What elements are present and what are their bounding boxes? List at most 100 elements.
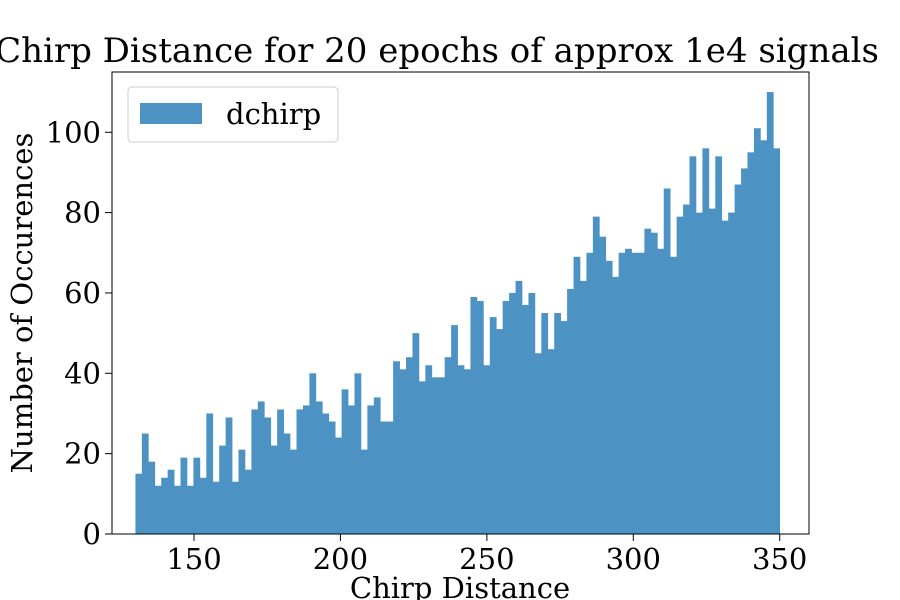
histogram-bar (277, 409, 284, 534)
x-tick-label: 350 (752, 542, 807, 576)
histogram-bar (322, 413, 330, 534)
histogram-bar (753, 128, 761, 535)
legend: dchirp (127, 86, 339, 143)
chart-title: Chirp Distance for 20 epochs of approx 1… (0, 31, 879, 71)
histogram-bar (579, 280, 587, 534)
histogram-bar (251, 409, 259, 534)
histogram-bar (264, 417, 272, 534)
histogram-bar (683, 204, 690, 534)
histogram-bar (257, 401, 265, 534)
histogram-bar (573, 256, 581, 534)
histogram-bar (418, 381, 426, 534)
histogram-bar (567, 288, 574, 534)
legend-label-dchirp: dchirp (226, 97, 321, 131)
histogram-bar (174, 485, 181, 534)
histogram-bar (728, 212, 735, 535)
histogram-bar (741, 168, 748, 535)
histogram-bar (592, 216, 600, 534)
histogram-bar (154, 485, 162, 534)
histogram-bar (586, 252, 594, 534)
histogram-bar (348, 405, 355, 534)
histogram-bar (309, 373, 317, 534)
histogram-bar (335, 437, 342, 534)
y-tick-label: 100 (46, 115, 101, 149)
histogram-bar (734, 184, 742, 535)
histogram-bar (296, 409, 304, 534)
histogram-bar (721, 220, 729, 534)
histogram-bar (541, 313, 549, 534)
histogram-bar (315, 401, 323, 534)
histogram-bar (328, 421, 336, 534)
histogram-bar (199, 477, 207, 534)
histogram-bar (747, 152, 755, 534)
histogram-bar (522, 305, 529, 534)
histogram-bar (612, 276, 619, 534)
histogram-bar (406, 357, 413, 534)
histogram-bar (186, 485, 194, 534)
histogram-bar (663, 188, 671, 534)
histogram-bar (367, 405, 375, 534)
x-tick-label: 250 (459, 542, 514, 576)
histogram-bar (695, 212, 703, 535)
histogram-bar (625, 248, 632, 534)
histogram-bar (444, 357, 452, 534)
histogram-bar (225, 417, 233, 534)
histogram-bar (766, 92, 774, 534)
histogram-bar (715, 156, 723, 534)
y-axis-label: Number of Occurences (5, 133, 39, 474)
histogram-bar (270, 445, 278, 534)
y-tick-label: 40 (64, 356, 101, 390)
histogram-bar (502, 300, 510, 534)
histogram-bar (290, 449, 297, 534)
x-tick-label: 200 (313, 542, 368, 576)
histogram-bar (232, 481, 239, 534)
histogram-bar (180, 457, 188, 534)
histogram-bar (399, 369, 407, 534)
histogram-bar (650, 232, 658, 534)
histogram-bar (373, 397, 381, 534)
histogram-bar (554, 313, 561, 534)
y-tick-label: 20 (64, 437, 101, 471)
histogram-bar (341, 389, 349, 534)
y-tick-label: 80 (64, 196, 101, 230)
histogram-bar (380, 421, 388, 534)
histogram-bar (412, 333, 420, 534)
histogram-bar (676, 216, 684, 534)
histogram-bar (425, 365, 433, 534)
legend-swatch-dchirp (140, 103, 202, 124)
histogram-bar (496, 329, 504, 534)
histogram-bar (141, 433, 149, 534)
histogram-bar (618, 252, 626, 534)
y-tick-label: 60 (64, 276, 101, 310)
histogram-bar (431, 377, 439, 534)
histogram-bar (489, 317, 497, 534)
histogram-bar (515, 280, 523, 534)
histogram-bar (528, 292, 536, 534)
plot-frame (111, 71, 810, 535)
histogram-bar (470, 296, 478, 534)
histogram-bar (212, 481, 220, 534)
histogram-bar (219, 445, 226, 534)
histogram-bar (148, 461, 156, 534)
x-axis-ticks: 150 200 250 300 350 (166, 534, 807, 576)
histogram-bar (637, 252, 645, 534)
histogram-bar (547, 349, 555, 534)
histogram-bar (206, 413, 214, 534)
histogram-bar (393, 361, 400, 534)
histogram-bar (509, 292, 516, 534)
x-axis-label: Chirp Distance (350, 571, 570, 600)
histogram-bar (302, 405, 310, 534)
histogram-bar (360, 449, 368, 534)
histogram-bar (193, 457, 201, 534)
histogram-bar (644, 228, 652, 534)
legend-box (127, 86, 339, 143)
bars-group (135, 92, 781, 535)
histogram-bar (670, 256, 677, 534)
y-axis-ticks: 0 20 40 60 80 100 (46, 115, 112, 551)
histogram-bar (354, 373, 362, 534)
x-tick-label: 150 (166, 542, 221, 576)
histogram-bar (534, 353, 542, 534)
histogram-bar (483, 365, 491, 534)
y-tick-label: 0 (83, 517, 101, 551)
